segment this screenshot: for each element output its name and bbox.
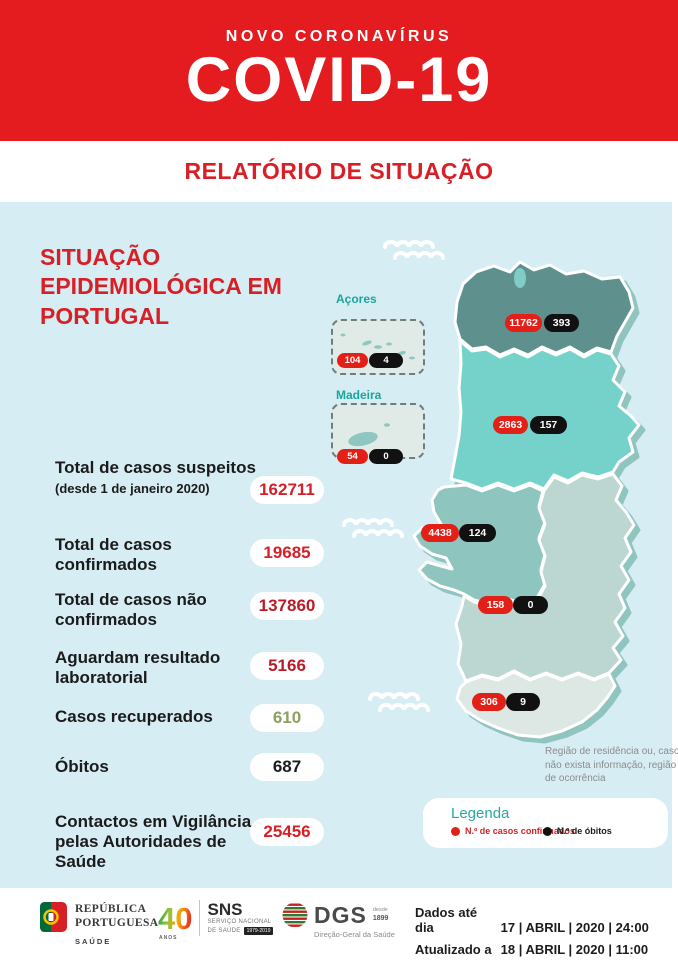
- subtitle-band: RELATÓRIO DE SITUAÇÃO: [0, 141, 678, 202]
- confirmed-dot-icon: [451, 826, 460, 836]
- map-region-centro: [449, 339, 641, 491]
- madeira-inset: 54 0: [331, 403, 425, 464]
- deaths-dot-icon: [543, 826, 552, 836]
- acores-deaths-badge: 4: [369, 353, 403, 368]
- dgs-since: desde 1899: [373, 907, 389, 923]
- panel-title: SITUAÇÃO EPIDEMIOLÓGICA EM PORTUGAL: [40, 243, 282, 331]
- stat-label-deaths: Óbitos: [55, 757, 109, 776]
- norte-confirmed-badge: 11762: [505, 314, 542, 332]
- panel-title-line1: SITUAÇÃO: [40, 244, 161, 270]
- portugal-map: [412, 260, 641, 739]
- map-region-norte: [453, 260, 635, 357]
- report-subtitle: RELATÓRIO DE SITUAÇÃO: [184, 158, 494, 184]
- sns-anniversary-badge: 1979-2019: [243, 927, 274, 935]
- acores-confirmed-badge: 104: [337, 353, 368, 368]
- acores-label: Açores: [336, 292, 377, 306]
- region-note: Região de residência ou, caso não exista…: [545, 746, 678, 784]
- portugal-flag-icon: [40, 902, 67, 932]
- algarve-deaths-badge: 9: [506, 693, 540, 711]
- waves-icon: [342, 518, 404, 538]
- acores-inset: 104 4: [331, 319, 425, 375]
- updated-at-label: Atualizado a: [415, 942, 492, 957]
- stat-label-text: Total de casos suspeitos: [55, 458, 256, 477]
- stat-label-recovered: Casos recuperados: [55, 707, 213, 726]
- lisboa-deaths-badge: 124: [459, 524, 496, 542]
- sns-40-logo: 40 ANOS SNS SERVIÇO NACIONAL DE SAÚDE 19…: [158, 899, 274, 940]
- republica-text: REPÚBLICA PORTUGUESA: [75, 902, 158, 931]
- alentejo-confirmed-badge: 158: [478, 596, 513, 614]
- legend-item-confirmed: N.º de casos confirmados: [451, 826, 575, 836]
- stat-label-not-confirmed: Total de casos não confirmados: [55, 590, 207, 630]
- waves-icon: [383, 240, 445, 260]
- sns-sub2: DE SAÚDE: [207, 927, 241, 934]
- legend-confirmed-label: N.º de casos confirmados: [465, 826, 575, 836]
- sns-sub1: SERVIÇO NACIONAL: [207, 918, 272, 925]
- footer: REPÚBLICA PORTUGUESA SAÚDE 40 ANOS SNS S…: [0, 888, 678, 960]
- dgs-name: DGS: [314, 901, 367, 928]
- acores-islands-icon: [340, 333, 415, 360]
- algarve-confirmed-badge: 306: [472, 693, 506, 711]
- stat-label-awaiting-lab: Aguardam resultado laboratorial: [55, 648, 221, 688]
- centro-confirmed-badge: 2863: [493, 416, 528, 434]
- republica-line1: REPÚBLICA: [75, 903, 147, 915]
- lisboa-confirmed-badge: 4438: [421, 524, 459, 542]
- dgs-globe-icon: [282, 902, 308, 928]
- updated-at-row: Atualizado a 18 | ABRIL | 2020 | 11:00: [415, 942, 649, 957]
- header-kicker: NOVO CORONAVÍRUS: [225, 28, 453, 45]
- dgs-subtitle: Direção-Geral da Saúde: [314, 930, 395, 939]
- stat-value-awaiting-lab: 5166: [250, 652, 324, 680]
- stat-value-confirmed: 19685: [250, 539, 324, 567]
- legend-item-deaths: N.º de óbitos: [543, 826, 612, 836]
- stat-label-suffix: (desde 1 de janeiro 2020): [55, 481, 210, 497]
- dgs-logo: DGS desde 1899 Direção-Geral da Saúde: [282, 902, 395, 939]
- stat-value-suspected: 162711: [250, 476, 324, 504]
- madeira-island-icon: [348, 423, 390, 447]
- anos-label: ANOS: [159, 934, 178, 941]
- header: NOVO CORONAVÍRUS COVID-19: [0, 0, 678, 141]
- stat-value-contacts: 25456: [250, 818, 324, 846]
- alentejo-deaths-badge: 0: [513, 596, 548, 614]
- forty-mark: 40 ANOS: [158, 900, 193, 940]
- stat-value-recovered: 610: [250, 704, 324, 732]
- dgs-since-year: 1899: [372, 915, 389, 922]
- republica-line2: PORTUGUESA: [75, 917, 159, 930]
- report-dates: Dados até dia 17 | ABRIL | 2020 | 24:00 …: [415, 905, 649, 960]
- stat-label-contacts: Contactos em Vigilância pelas Autoridade…: [55, 812, 252, 872]
- dgs-since-word: desde: [372, 906, 388, 913]
- sns-name: SNS: [207, 899, 243, 919]
- stat-label-suspected: Total de casos suspeitos (desde 1 de jan…: [55, 458, 260, 498]
- madeira-confirmed-badge: 54: [337, 449, 368, 464]
- forty-number: 40: [158, 900, 193, 936]
- panel-title-line2: EPIDEMIOLÓGICA EM: [40, 273, 282, 300]
- waves-icon: [368, 692, 430, 712]
- legend-title: Legenda: [451, 805, 510, 822]
- madeira-label: Madeira: [336, 388, 382, 402]
- divider: [199, 900, 201, 936]
- data-until-label: Dados até dia: [415, 905, 478, 935]
- legend-deaths-label: N.º de óbitos: [557, 826, 612, 836]
- stat-value-deaths: 687: [250, 753, 324, 781]
- data-until-row: Dados até dia 17 | ABRIL | 2020 | 24:00: [415, 905, 649, 935]
- epidemiological-panel: SITUAÇÃO EPIDEMIOLÓGICA EM PORTUGAL Açor…: [0, 202, 678, 888]
- republica-portuguesa-logo: REPÚBLICA PORTUGUESA SAÚDE: [40, 902, 158, 946]
- stat-label-confirmed: Total de casos confirmados: [55, 535, 172, 575]
- map-coast-detail: [514, 268, 526, 288]
- stat-value-not-confirmed: 137860: [250, 592, 324, 620]
- panel-title-line3: PORTUGAL: [40, 302, 170, 329]
- data-until-value: 17 | ABRIL | 2020 | 24:00: [500, 920, 649, 935]
- legend-box: Legenda N.º de casos confirmados N.º de …: [423, 798, 668, 848]
- saude-label: SAÚDE: [75, 936, 112, 946]
- header-title: COVID-19: [185, 45, 493, 115]
- map-region-lisboa-vale-tejo: [412, 483, 547, 606]
- updated-at-value: 18 | ABRIL | 2020 | 11:00: [500, 942, 649, 957]
- norte-deaths-badge: 393: [544, 314, 579, 332]
- centro-deaths-badge: 157: [530, 416, 567, 434]
- madeira-deaths-badge: 0: [369, 449, 403, 464]
